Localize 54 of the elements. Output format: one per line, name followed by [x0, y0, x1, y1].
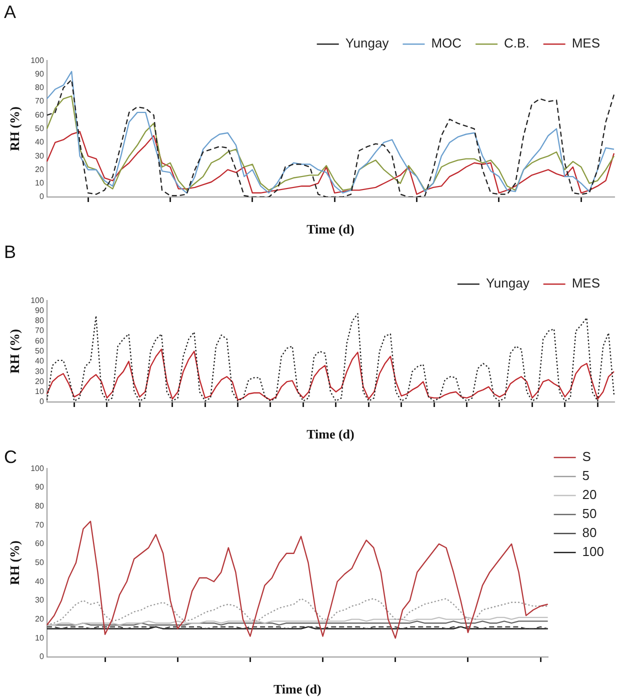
- y-tick-label: 70: [35, 520, 44, 530]
- legend-label: Yungay: [486, 276, 530, 291]
- y-tick-label: 60: [35, 110, 44, 120]
- y-tick-label: 90: [35, 69, 44, 78]
- y-tick-label: 40: [35, 356, 44, 366]
- legend-label: S: [582, 449, 592, 464]
- y-tick-label: 20: [35, 164, 44, 174]
- y-axis-title: RH (%): [7, 540, 22, 586]
- y-tick-label: 10: [35, 178, 44, 188]
- chart-title: B: [4, 242, 16, 262]
- y-tick-label: 30: [35, 366, 44, 376]
- y-tick-label: 90: [35, 482, 44, 492]
- y-tick-label: 0: [39, 652, 44, 662]
- y-tick-label: 100: [30, 296, 44, 305]
- y-axis-title: RH (%): [7, 329, 22, 374]
- y-tick-label: 20: [35, 376, 44, 386]
- y-tick-label: 30: [35, 596, 44, 605]
- x-axis-title: Time (d): [273, 682, 322, 697]
- y-tick-label: 20: [35, 614, 44, 624]
- y-axis-title: RH (%): [7, 106, 22, 152]
- chart-title: A: [4, 2, 16, 22]
- y-tick-label: 50: [35, 558, 44, 568]
- y-tick-label: 70: [35, 326, 44, 336]
- legend-label: MES: [572, 276, 600, 291]
- y-tick-label: 30: [35, 151, 44, 160]
- x-axis-title: Time (d): [306, 222, 354, 237]
- y-tick-label: 100: [30, 464, 44, 473]
- y-tick-label: 0: [39, 397, 44, 406]
- legend-label: 20: [582, 487, 597, 502]
- legend-label: 100: [582, 544, 604, 560]
- y-tick-label: 0: [39, 192, 44, 202]
- legend-label: MOC: [431, 36, 462, 51]
- legend-label: 5: [582, 468, 590, 484]
- y-tick-label: 80: [35, 316, 44, 326]
- x-axis-title: Time (d): [306, 426, 354, 442]
- y-tick-label: 90: [35, 306, 44, 315]
- y-tick-label: 80: [35, 83, 44, 92]
- chart-title: C: [4, 446, 17, 467]
- y-tick-label: 100: [30, 56, 44, 65]
- y-tick-label: 80: [35, 501, 44, 510]
- y-tick-label: 60: [35, 539, 44, 548]
- y-tick-label: 10: [35, 633, 44, 642]
- legend-label: 80: [582, 525, 597, 540]
- y-tick-label: 60: [35, 336, 44, 346]
- legend-label: Yungay: [345, 36, 390, 51]
- legend-label: 50: [582, 506, 597, 522]
- legend-label: MES: [572, 36, 600, 51]
- y-tick-label: 40: [35, 576, 44, 586]
- y-tick-label: 50: [35, 346, 44, 356]
- y-tick-label: 50: [35, 124, 44, 134]
- legend-label: C.B.: [504, 36, 530, 51]
- y-tick-label: 40: [35, 138, 44, 147]
- y-tick-label: 10: [35, 387, 44, 396]
- y-tick-label: 70: [35, 96, 44, 106]
